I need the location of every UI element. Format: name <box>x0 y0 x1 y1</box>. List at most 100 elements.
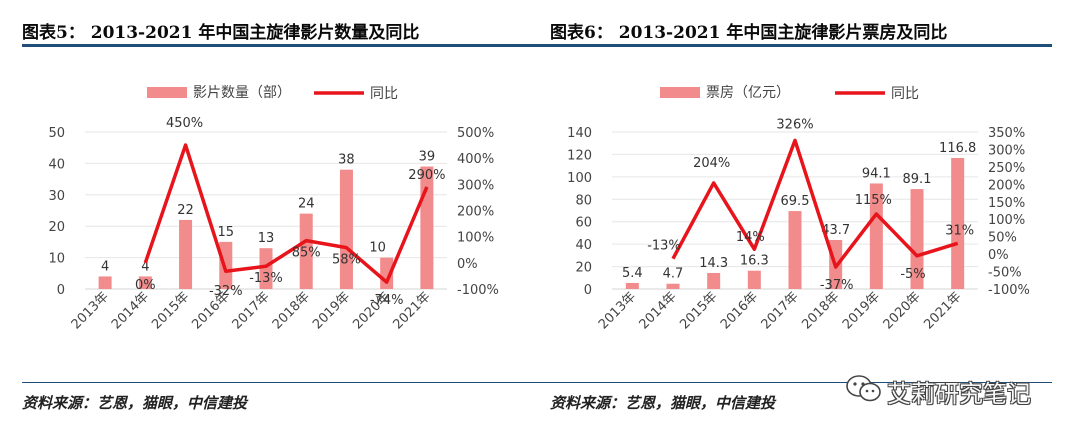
bar <box>747 270 761 289</box>
x-tick-label: 2019年 <box>310 289 353 332</box>
y2-tick-label: 50% <box>988 231 1017 246</box>
y2-tick-label: 400% <box>457 152 494 167</box>
legend-swatch-bar <box>147 87 187 98</box>
y-tick-label: 30 <box>48 189 65 204</box>
y-tick-label: 20 <box>48 220 65 235</box>
y2-tick-label: 0% <box>988 248 1009 263</box>
line-data-label: 326% <box>776 117 813 132</box>
y-tick-label: 60 <box>575 216 592 231</box>
x-tick-label: 2019年 <box>840 289 883 332</box>
bar <box>138 276 152 289</box>
x-tick-label: 2014年 <box>637 289 680 332</box>
bar-data-label: 4.7 <box>663 267 684 282</box>
y2-tick-label: 300% <box>988 143 1025 158</box>
line-data-label: 0% <box>135 278 156 293</box>
bar-data-label: 16.3 <box>740 254 769 269</box>
legend-swatch-bar <box>660 87 700 98</box>
bar <box>788 211 802 289</box>
y2-tick-label: 500% <box>457 126 494 141</box>
line-data-label: 14% <box>736 230 765 245</box>
y-tick-label: 100 <box>567 171 592 186</box>
line-series <box>671 138 959 269</box>
line-data-label: 85% <box>292 246 321 261</box>
bar-data-label: 39 <box>419 150 436 165</box>
chart-panel-left: 图表5： 2013-2021 年中国主旋律影片数量及同比 0 10 20 30 40 50… <box>22 23 540 412</box>
line-series <box>143 143 429 284</box>
bar-data-label: 69.5 <box>781 194 810 209</box>
line-data-label: 450% <box>166 116 203 131</box>
watermark: 艾莉研究笔记 <box>845 372 1065 408</box>
bar-data-label: 13 <box>258 231 275 246</box>
bar <box>98 276 112 289</box>
bar <box>420 166 434 289</box>
bar-data-label: 4 <box>101 259 109 274</box>
bar-data-label: 38 <box>338 153 355 168</box>
bar-data-label: 14.3 <box>699 256 728 271</box>
bar <box>951 158 965 289</box>
legend-label-line: 同比 <box>891 86 919 102</box>
y2-tick-label: 350% <box>988 126 1025 141</box>
x-tick-label: 2016年 <box>718 289 761 332</box>
y2-tick-label: 200% <box>988 178 1025 193</box>
x-tick-label: 2014年 <box>109 289 152 332</box>
y2-tick-label: -100% <box>988 283 1030 298</box>
legend-label-line: 同比 <box>370 86 398 102</box>
bar <box>707 272 721 289</box>
source-note: 资料来源：艺恩，猫眼，中信建投 <box>22 394 248 412</box>
y2-tick-label: -100% <box>457 283 499 298</box>
bar-data-label: 15 <box>218 225 235 240</box>
line-data-label: -13% <box>249 271 283 286</box>
source-divider <box>540 382 1052 383</box>
x-tick-label: 2020年 <box>881 289 924 332</box>
legend-label-bar: 影片数量（部） <box>193 85 291 101</box>
title-divider <box>540 44 1052 47</box>
wechat-icon <box>846 375 881 402</box>
x-tick-label: 2013年 <box>596 289 639 332</box>
chart-title: 图表5： 2013-2021 年中国主旋律影片数量及同比 <box>22 23 420 43</box>
y2-tick-label: 200% <box>457 205 494 220</box>
legend-label-bar: 票房（亿元） <box>706 85 790 101</box>
bar-data-label: 116.8 <box>939 141 976 156</box>
y2-tick-label: 250% <box>988 161 1025 176</box>
x-tick-label: 2018年 <box>270 289 313 332</box>
y-tick-label: 40 <box>48 157 65 172</box>
x-tick-label: 2018年 <box>799 289 842 332</box>
bar <box>179 219 193 289</box>
line-data-label: -32% <box>209 284 243 299</box>
y2-tick-label: 100% <box>457 231 494 246</box>
bar-data-label: 5.4 <box>622 266 643 281</box>
line-data-label: -5% <box>900 267 925 282</box>
watermark-text: 艾莉研究笔记 <box>887 380 1031 408</box>
bar <box>299 213 313 289</box>
bar-data-label: 94.1 <box>862 166 891 181</box>
y2-tick-label: 100% <box>988 213 1025 228</box>
y-tick-label: 0 <box>584 283 592 298</box>
bar-data-label: 43.7 <box>821 223 850 238</box>
chart-panel-right: 图表6： 2013-2021 年中国主旋律影片票房及同比 0 20 40 60 80 10… <box>540 0 1080 437</box>
bar <box>910 189 924 289</box>
y2-tick-label: 300% <box>457 178 494 193</box>
y-tick-label: 40 <box>575 238 592 253</box>
x-tick-label: 2021年 <box>921 289 964 332</box>
bar-data-label: 4 <box>141 259 149 274</box>
y-tick-label: 120 <box>567 148 592 163</box>
line-data-label: 290% <box>408 168 445 183</box>
y2-tick-label: 0% <box>457 257 478 272</box>
y-tick-label: 50 <box>48 126 65 141</box>
source-divider <box>22 382 540 383</box>
bar-data-label: 89.1 <box>903 172 932 187</box>
bar <box>666 283 680 289</box>
bar-data-label: 10 <box>369 241 386 256</box>
y2-tick-label: -50% <box>988 266 1022 281</box>
line-data-label: -37% <box>820 278 854 293</box>
line-data-label: -13% <box>647 239 681 254</box>
x-tick-label: 2017年 <box>759 289 802 332</box>
bar <box>625 282 639 289</box>
x-tick-label: 2015年 <box>149 289 192 332</box>
line-data-label: 115% <box>855 193 892 208</box>
x-tick-label: 2015年 <box>677 289 720 332</box>
bar <box>259 248 273 289</box>
bar <box>339 169 353 289</box>
bar-data-label: 22 <box>177 203 194 218</box>
